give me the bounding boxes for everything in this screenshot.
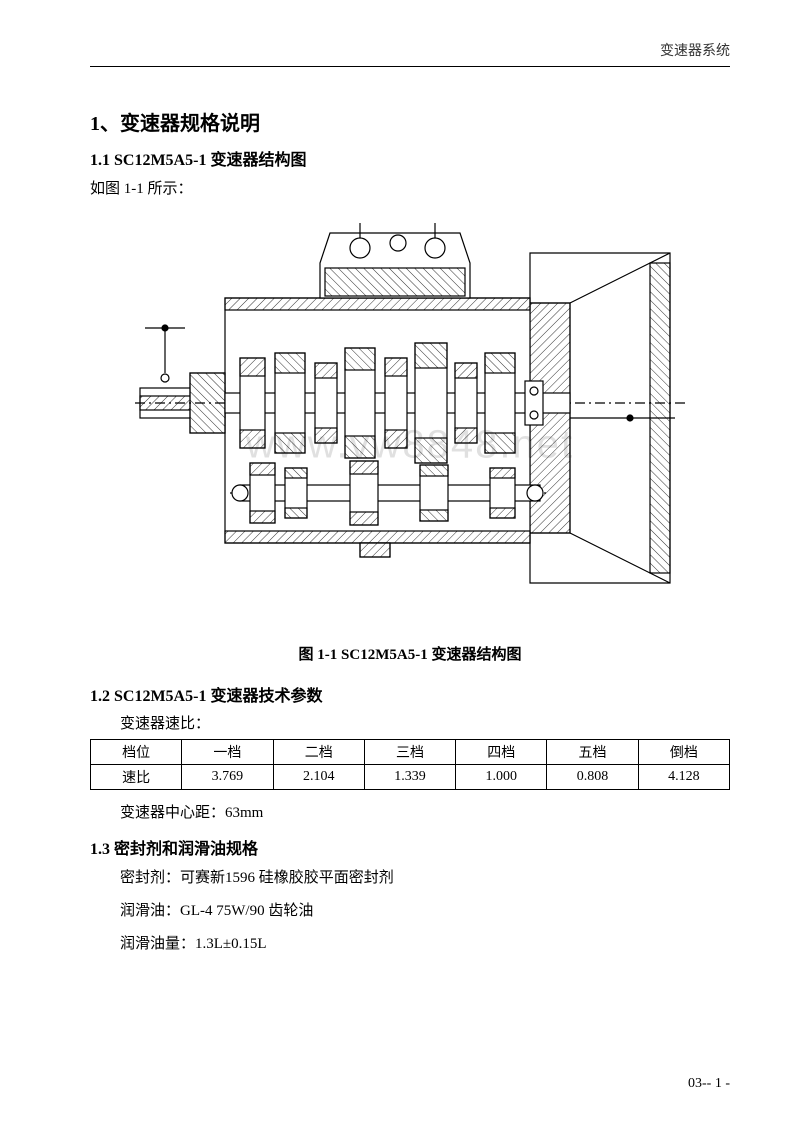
lubricant-spec: 润滑油：GL-4 75W/90 齿轮油 [90, 898, 730, 925]
cell-2: 2.104 [273, 765, 364, 790]
col-2: 二档 [273, 740, 364, 765]
cell-label: 速比 [91, 765, 182, 790]
section-1-3-title: 1.3 密封剂和润滑油规格 [90, 835, 730, 859]
doc-header: 变速器系统 [90, 40, 730, 67]
col-1: 一档 [182, 740, 273, 765]
figure-caption: 图 1-1 SC12M5A5-1 变速器结构图 [90, 643, 730, 664]
table-header-row: 档位 一档 二档 三档 四档 五档 倒档 [91, 740, 730, 765]
cell-4: 1.000 [456, 765, 547, 790]
section-1-2-title: 1.2 SC12M5A5-1 变速器技术参数 [90, 682, 730, 706]
ratio-table: 档位 一档 二档 三档 四档 五档 倒档 速比 3.769 2.104 1.33… [90, 739, 730, 790]
cell-3: 1.339 [364, 765, 455, 790]
col-4: 四档 [456, 740, 547, 765]
section-1-1-title: 1.1 SC12M5A5-1 变速器结构图 [90, 146, 730, 170]
col-gear: 档位 [91, 740, 182, 765]
figure-intro: 如图 1-1 所示： [90, 176, 730, 203]
cell-5: 0.808 [547, 765, 638, 790]
col-r: 倒档 [638, 740, 729, 765]
cell-r: 4.128 [638, 765, 729, 790]
sealant-spec: 密封剂：可赛新1596 硅橡胶胶平面密封剂 [90, 865, 730, 892]
transmission-diagram: www.vw8848.net [130, 213, 690, 613]
col-5: 五档 [547, 740, 638, 765]
cell-1: 3.769 [182, 765, 273, 790]
section-1-title: 1、变速器规格说明 [90, 107, 730, 136]
col-3: 三档 [364, 740, 455, 765]
page-number: 03-- 1 - [688, 1076, 730, 1092]
figure-1-1: www.vw8848.net [90, 213, 730, 613]
ratio-label: 变速器速比： [90, 712, 730, 733]
center-distance: 变速器中心距：63mm [90, 800, 730, 827]
lubricant-volume: 润滑油量：1.3L±0.15L [90, 931, 730, 958]
table-row: 速比 3.769 2.104 1.339 1.000 0.808 4.128 [91, 765, 730, 790]
